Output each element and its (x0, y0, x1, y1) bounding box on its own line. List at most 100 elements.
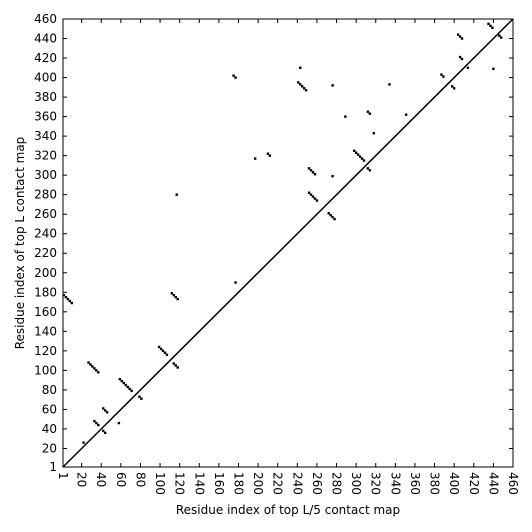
contact-point (70, 301, 74, 305)
contact-point (315, 199, 319, 202)
contact-point (372, 131, 375, 135)
contact-point (333, 217, 336, 221)
contact-point (138, 395, 141, 398)
x-tick-label: 460 (506, 472, 520, 495)
contact-point (82, 441, 85, 444)
contact-point (105, 411, 109, 414)
x-tick-label: 20 (75, 472, 89, 487)
contact-point (91, 365, 94, 368)
contact-point (309, 169, 313, 172)
contact-point (299, 66, 302, 70)
plot-frame (62, 18, 514, 468)
contact-point (440, 73, 443, 76)
contact-point (97, 423, 100, 427)
y-tick-label: 160 (34, 305, 57, 319)
x-tick-label: 100 (153, 472, 167, 495)
y-tick-label: 140 (34, 324, 57, 338)
x-tick-label: 420 (467, 472, 481, 495)
contact-point (165, 353, 169, 356)
y-tick-label: 20 (42, 441, 57, 455)
contact-point (442, 75, 445, 78)
x-tick-label: 260 (310, 472, 324, 495)
contact-point (297, 81, 300, 84)
y-tick-label: 80 (42, 383, 57, 397)
x-tick-label: 300 (349, 472, 363, 495)
x-tick-label: 280 (330, 472, 344, 495)
contact-point (489, 24, 492, 28)
contact-point (174, 295, 177, 299)
y-axis-label: Residue index of top L contact map (13, 137, 27, 350)
contact-point (130, 389, 133, 393)
contact-point (498, 34, 501, 37)
contact-point (358, 155, 362, 158)
contact-point (172, 362, 175, 365)
contact-point (299, 83, 302, 86)
y-tick-label: 120 (34, 344, 57, 358)
x-tick-label: 400 (447, 472, 461, 495)
contact-point (331, 215, 334, 219)
contact-point (327, 212, 330, 215)
x-tick-label: 120 (173, 472, 187, 495)
contact-point (234, 76, 237, 79)
contact-point (313, 172, 317, 176)
contact-point (62, 294, 66, 297)
contact-point (268, 154, 272, 157)
contact-point (331, 84, 334, 87)
contact-point (491, 26, 494, 29)
contact-point (331, 174, 334, 178)
y-tick-label: 280 (34, 188, 57, 202)
contact-point (404, 113, 408, 116)
contact-point (93, 367, 96, 370)
contact-point (122, 381, 125, 385)
y-tick-label: 420 (34, 51, 57, 65)
contact-point (451, 85, 454, 88)
contact-point (68, 299, 72, 303)
contact-point (311, 171, 315, 174)
contact-point (304, 89, 308, 92)
y-tick-label: 180 (34, 285, 57, 299)
y-tick-label: 400 (34, 71, 57, 85)
contact-point (458, 35, 462, 38)
contact-point (460, 37, 464, 40)
x-tick-label: 200 (251, 472, 265, 495)
contact-point (128, 387, 131, 391)
y-tick-label: 40 (42, 422, 57, 436)
contact-point (344, 115, 347, 118)
y-tick-label: 240 (34, 227, 57, 241)
contact-point (176, 297, 179, 301)
contact-point (301, 85, 304, 88)
contact-point (487, 22, 490, 26)
contact-point (117, 421, 121, 425)
contact-point (500, 36, 503, 39)
y-tick-label: 1 (49, 460, 57, 474)
contact-point (95, 369, 98, 372)
contact-point (366, 167, 370, 170)
contact-point (362, 159, 366, 162)
contact-point (103, 431, 107, 435)
x-tick-label: 180 (231, 472, 245, 495)
x-tick-label: 40 (94, 472, 108, 487)
contact-point (352, 149, 356, 152)
contact-point (302, 87, 306, 90)
contact-point (172, 294, 175, 297)
contact-point (466, 66, 470, 70)
y-tick-label: 320 (34, 149, 57, 163)
diagonal-line (62, 18, 514, 468)
contact-point (388, 83, 391, 86)
y-tick-label: 380 (34, 90, 57, 104)
contact-point (161, 349, 165, 353)
y-tick-label: 260 (34, 207, 57, 221)
contact-point (307, 167, 311, 170)
contact-point (163, 351, 167, 355)
contact-point (124, 383, 127, 387)
contact-point (311, 195, 315, 198)
contact-point (313, 197, 317, 200)
contact-point (89, 363, 92, 366)
contact-point (140, 397, 143, 400)
contact-point (101, 407, 105, 410)
x-tick-label: 220 (271, 472, 285, 495)
x-tick-label: 140 (192, 472, 206, 495)
y-tick-label: 360 (34, 110, 57, 124)
x-tick-label: 320 (369, 472, 383, 495)
